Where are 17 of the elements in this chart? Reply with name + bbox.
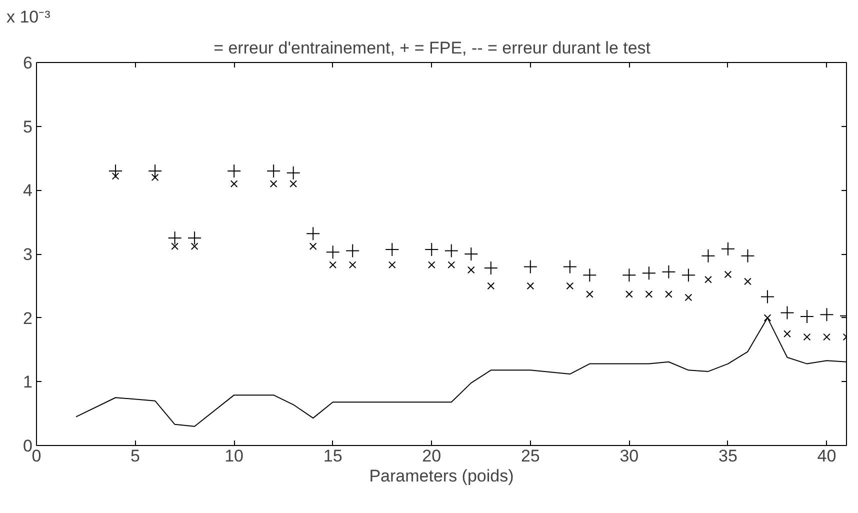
- x-tick-label: 25: [520, 446, 540, 466]
- y-tick-label: 3: [23, 245, 33, 264]
- x-tick-label: 35: [718, 446, 738, 466]
- x-tick-label: 20: [422, 446, 442, 466]
- y-tick-label: 6: [23, 54, 33, 72]
- y-tick-label: 5: [23, 117, 33, 136]
- y-tick-label: 4: [23, 181, 33, 200]
- x-tick-label: 5: [130, 446, 140, 466]
- text: x 10⁻³: [6, 8, 51, 26]
- x-tick-label: 40: [817, 446, 836, 466]
- y-tick-label: 2: [23, 308, 33, 328]
- x-axis-title: Parameters (poids): [369, 466, 514, 486]
- chart-title: = erreur d'entrainement, + = FPE, -- = erreur durant le test: [214, 38, 651, 58]
- x-tick-label: 10: [224, 446, 244, 466]
- y-tick-label: 1: [23, 372, 33, 392]
- x-tick-label: 15: [323, 446, 342, 466]
- x-tick-label: 30: [620, 446, 639, 466]
